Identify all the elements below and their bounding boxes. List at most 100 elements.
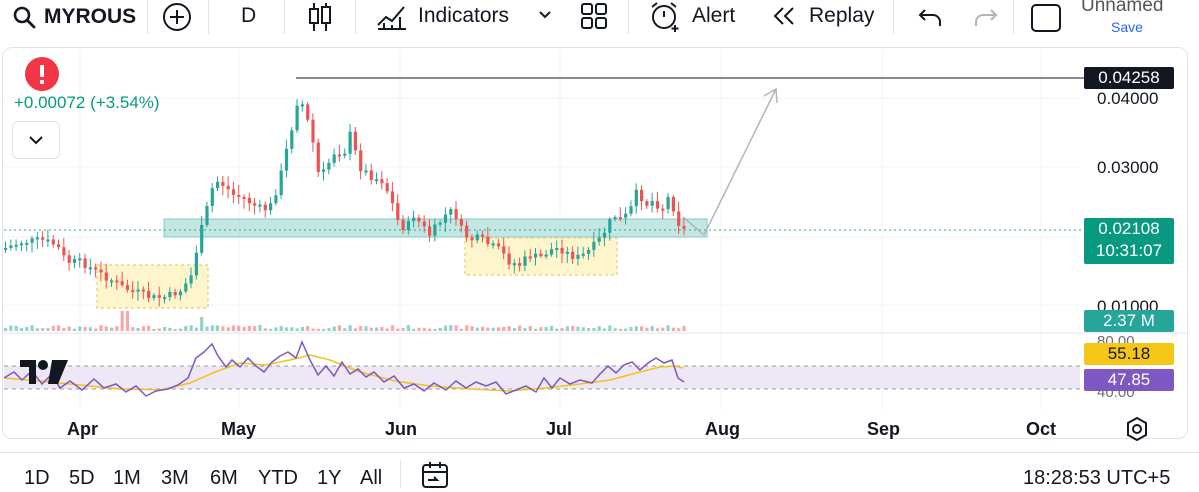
candle-body: [62, 247, 66, 256]
calendar-icon[interactable]: [420, 461, 450, 489]
candle-body: [454, 209, 458, 220]
volume-bar: [322, 328, 326, 331]
candle-body: [25, 242, 29, 245]
candle-body: [9, 245, 13, 248]
plus-circle-icon[interactable]: [162, 2, 192, 32]
candle-body: [343, 153, 347, 156]
candlestick-icon[interactable]: [306, 1, 334, 33]
clock[interactable]: 18:28:53 UTC+5: [1023, 467, 1171, 489]
tradingview-logo[interactable]: [20, 360, 68, 386]
top-toolbar: MYROUS D Indicators: [0, 0, 1199, 36]
candle-body: [581, 253, 585, 256]
volume-bar: [369, 327, 373, 331]
volume-bar: [210, 325, 214, 331]
indicators-button[interactable]: Indicators: [376, 0, 556, 32]
candle-body: [104, 272, 108, 281]
candle-body: [364, 170, 368, 173]
layout-box-icon[interactable]: [1030, 3, 1062, 33]
candle-body: [78, 258, 82, 261]
volume-bar: [14, 325, 18, 331]
candle-body: [189, 275, 193, 284]
volume-bar: [549, 325, 554, 331]
range-all[interactable]: All: [360, 467, 383, 489]
volume-bar: [502, 326, 506, 331]
layout-name[interactable]: Unnamed: [1081, 0, 1164, 16]
last-price-badge: 0.02108 10:31:07: [1084, 218, 1174, 264]
volume-bar: [682, 325, 686, 331]
volume-bar: [565, 326, 569, 331]
candle-body: [57, 244, 61, 248]
candle-body: [428, 226, 432, 236]
accumulation-zone-june[interactable]: [464, 237, 618, 276]
candlesticks[interactable]: [4, 99, 686, 307]
volume-bar: [136, 327, 140, 331]
range-1y[interactable]: 1Y: [317, 467, 342, 489]
volume-bars: [4, 311, 686, 331]
volume-bar: [677, 328, 681, 331]
time-axis-label: Jun: [385, 419, 418, 439]
gear-icon[interactable]: [1124, 416, 1150, 442]
candle-body: [120, 281, 124, 286]
volume-bar: [390, 325, 395, 331]
range-3m[interactable]: 3M: [161, 467, 189, 489]
candle-body: [311, 119, 315, 143]
volume-bar: [41, 327, 45, 331]
volume-bar: [290, 327, 294, 331]
grid-icon[interactable]: [580, 2, 608, 30]
candle-body: [475, 234, 479, 241]
candle-body: [560, 247, 564, 254]
volume-bar: [661, 327, 665, 331]
save-button[interactable]: Save: [1111, 19, 1143, 35]
volume-bar: [173, 328, 177, 331]
price-chart[interactable]: [0, 0, 1199, 452]
range-1m[interactable]: 1M: [113, 467, 141, 489]
volume-bar: [131, 327, 135, 331]
candle-body: [677, 211, 681, 227]
volume-bar: [343, 328, 347, 331]
candle-body: [544, 254, 548, 257]
legend-collapse-button[interactable]: [12, 121, 60, 159]
candle-body: [592, 241, 596, 250]
alert-button[interactable]: Alert: [648, 0, 748, 32]
volume-bar: [581, 327, 585, 331]
candle-body: [99, 269, 103, 273]
candle-body: [94, 267, 98, 270]
candle-body: [512, 263, 516, 266]
candle-body: [136, 289, 140, 292]
time-axis-label: May: [221, 419, 257, 439]
volume-bar: [359, 326, 363, 331]
candle-body: [274, 195, 278, 204]
volume-bar: [640, 326, 644, 331]
redo-icon[interactable]: [973, 6, 999, 28]
volume-bar: [205, 326, 209, 331]
undo-icon[interactable]: [917, 6, 943, 28]
warning-badge[interactable]: [25, 57, 59, 91]
range-1d[interactable]: 1D: [24, 467, 50, 489]
symbol-name: MYROUS: [44, 5, 137, 28]
volume-bar: [481, 326, 485, 331]
candle-body: [110, 280, 114, 283]
replay-button[interactable]: Replay: [768, 0, 878, 32]
volume-bar: [104, 326, 108, 331]
volume-bar: [274, 327, 278, 331]
candle-body: [131, 289, 135, 292]
volume-bar: [401, 328, 405, 331]
candle-body: [263, 204, 267, 211]
symbol-search-button[interactable]: MYROUS: [10, 2, 140, 30]
volume-bar: [587, 328, 591, 331]
volume-bar: [428, 328, 432, 331]
range-ytd[interactable]: YTD: [258, 467, 298, 489]
range-5d[interactable]: 5D: [69, 467, 95, 489]
volume-bar: [216, 325, 220, 331]
projection-arrow[interactable]: [682, 87, 778, 237]
interval-button[interactable]: D: [241, 4, 257, 27]
volume-bar: [555, 328, 559, 331]
volume-bar: [618, 328, 622, 331]
candle-body: [640, 189, 644, 202]
candle-body: [242, 196, 246, 199]
bar-countdown: 10:31:07: [1095, 241, 1163, 260]
accumulation-zone-april[interactable]: [96, 264, 209, 309]
range-6m[interactable]: 6M: [210, 467, 238, 489]
rewind-icon: [773, 7, 794, 25]
volume-bar: [380, 326, 384, 331]
